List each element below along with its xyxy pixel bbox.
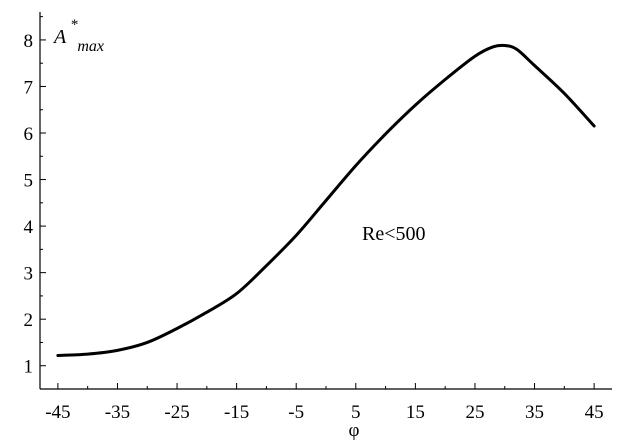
y-axis-ticks: 1 2 3 4 5 6 7 8 bbox=[24, 16, 46, 390]
x-tick-label: 5 bbox=[351, 402, 361, 423]
y-tick-label: 4 bbox=[24, 217, 34, 238]
annotation-re: Re<500 bbox=[362, 223, 426, 245]
series-group bbox=[56, 43, 596, 357]
x-axis-label: φ bbox=[349, 420, 360, 441]
y-tick-label: 1 bbox=[24, 357, 34, 378]
y-tick-label: 8 bbox=[24, 31, 34, 52]
x-tick-label: 35 bbox=[525, 402, 544, 423]
y-axis-label: A * max bbox=[52, 12, 104, 55]
x-tick-label: -45 bbox=[45, 402, 70, 423]
x-axis-ticks: -45 -35 -25 -15 -5 5 15 25 35 45 bbox=[45, 383, 604, 423]
y-axis-label-sub: max bbox=[77, 38, 104, 55]
y-tick-label: 7 bbox=[24, 77, 34, 98]
y-axis-label-main: A bbox=[52, 26, 67, 48]
x-tick-label: -15 bbox=[224, 402, 249, 423]
x-tick-label: 45 bbox=[585, 402, 604, 423]
series-line bbox=[56, 43, 596, 357]
y-tick-label: 6 bbox=[24, 124, 34, 145]
x-tick-label: -25 bbox=[164, 402, 189, 423]
x-tick-label: -35 bbox=[105, 402, 130, 423]
y-tick-label: 3 bbox=[24, 264, 34, 285]
x-tick-label: 25 bbox=[465, 402, 484, 423]
y-tick-label: 2 bbox=[24, 310, 34, 331]
y-axis-label-sup: * bbox=[71, 17, 79, 33]
x-tick-label: -5 bbox=[288, 402, 304, 423]
y-tick-label: 5 bbox=[24, 171, 34, 192]
x-tick-label: 15 bbox=[406, 402, 425, 423]
